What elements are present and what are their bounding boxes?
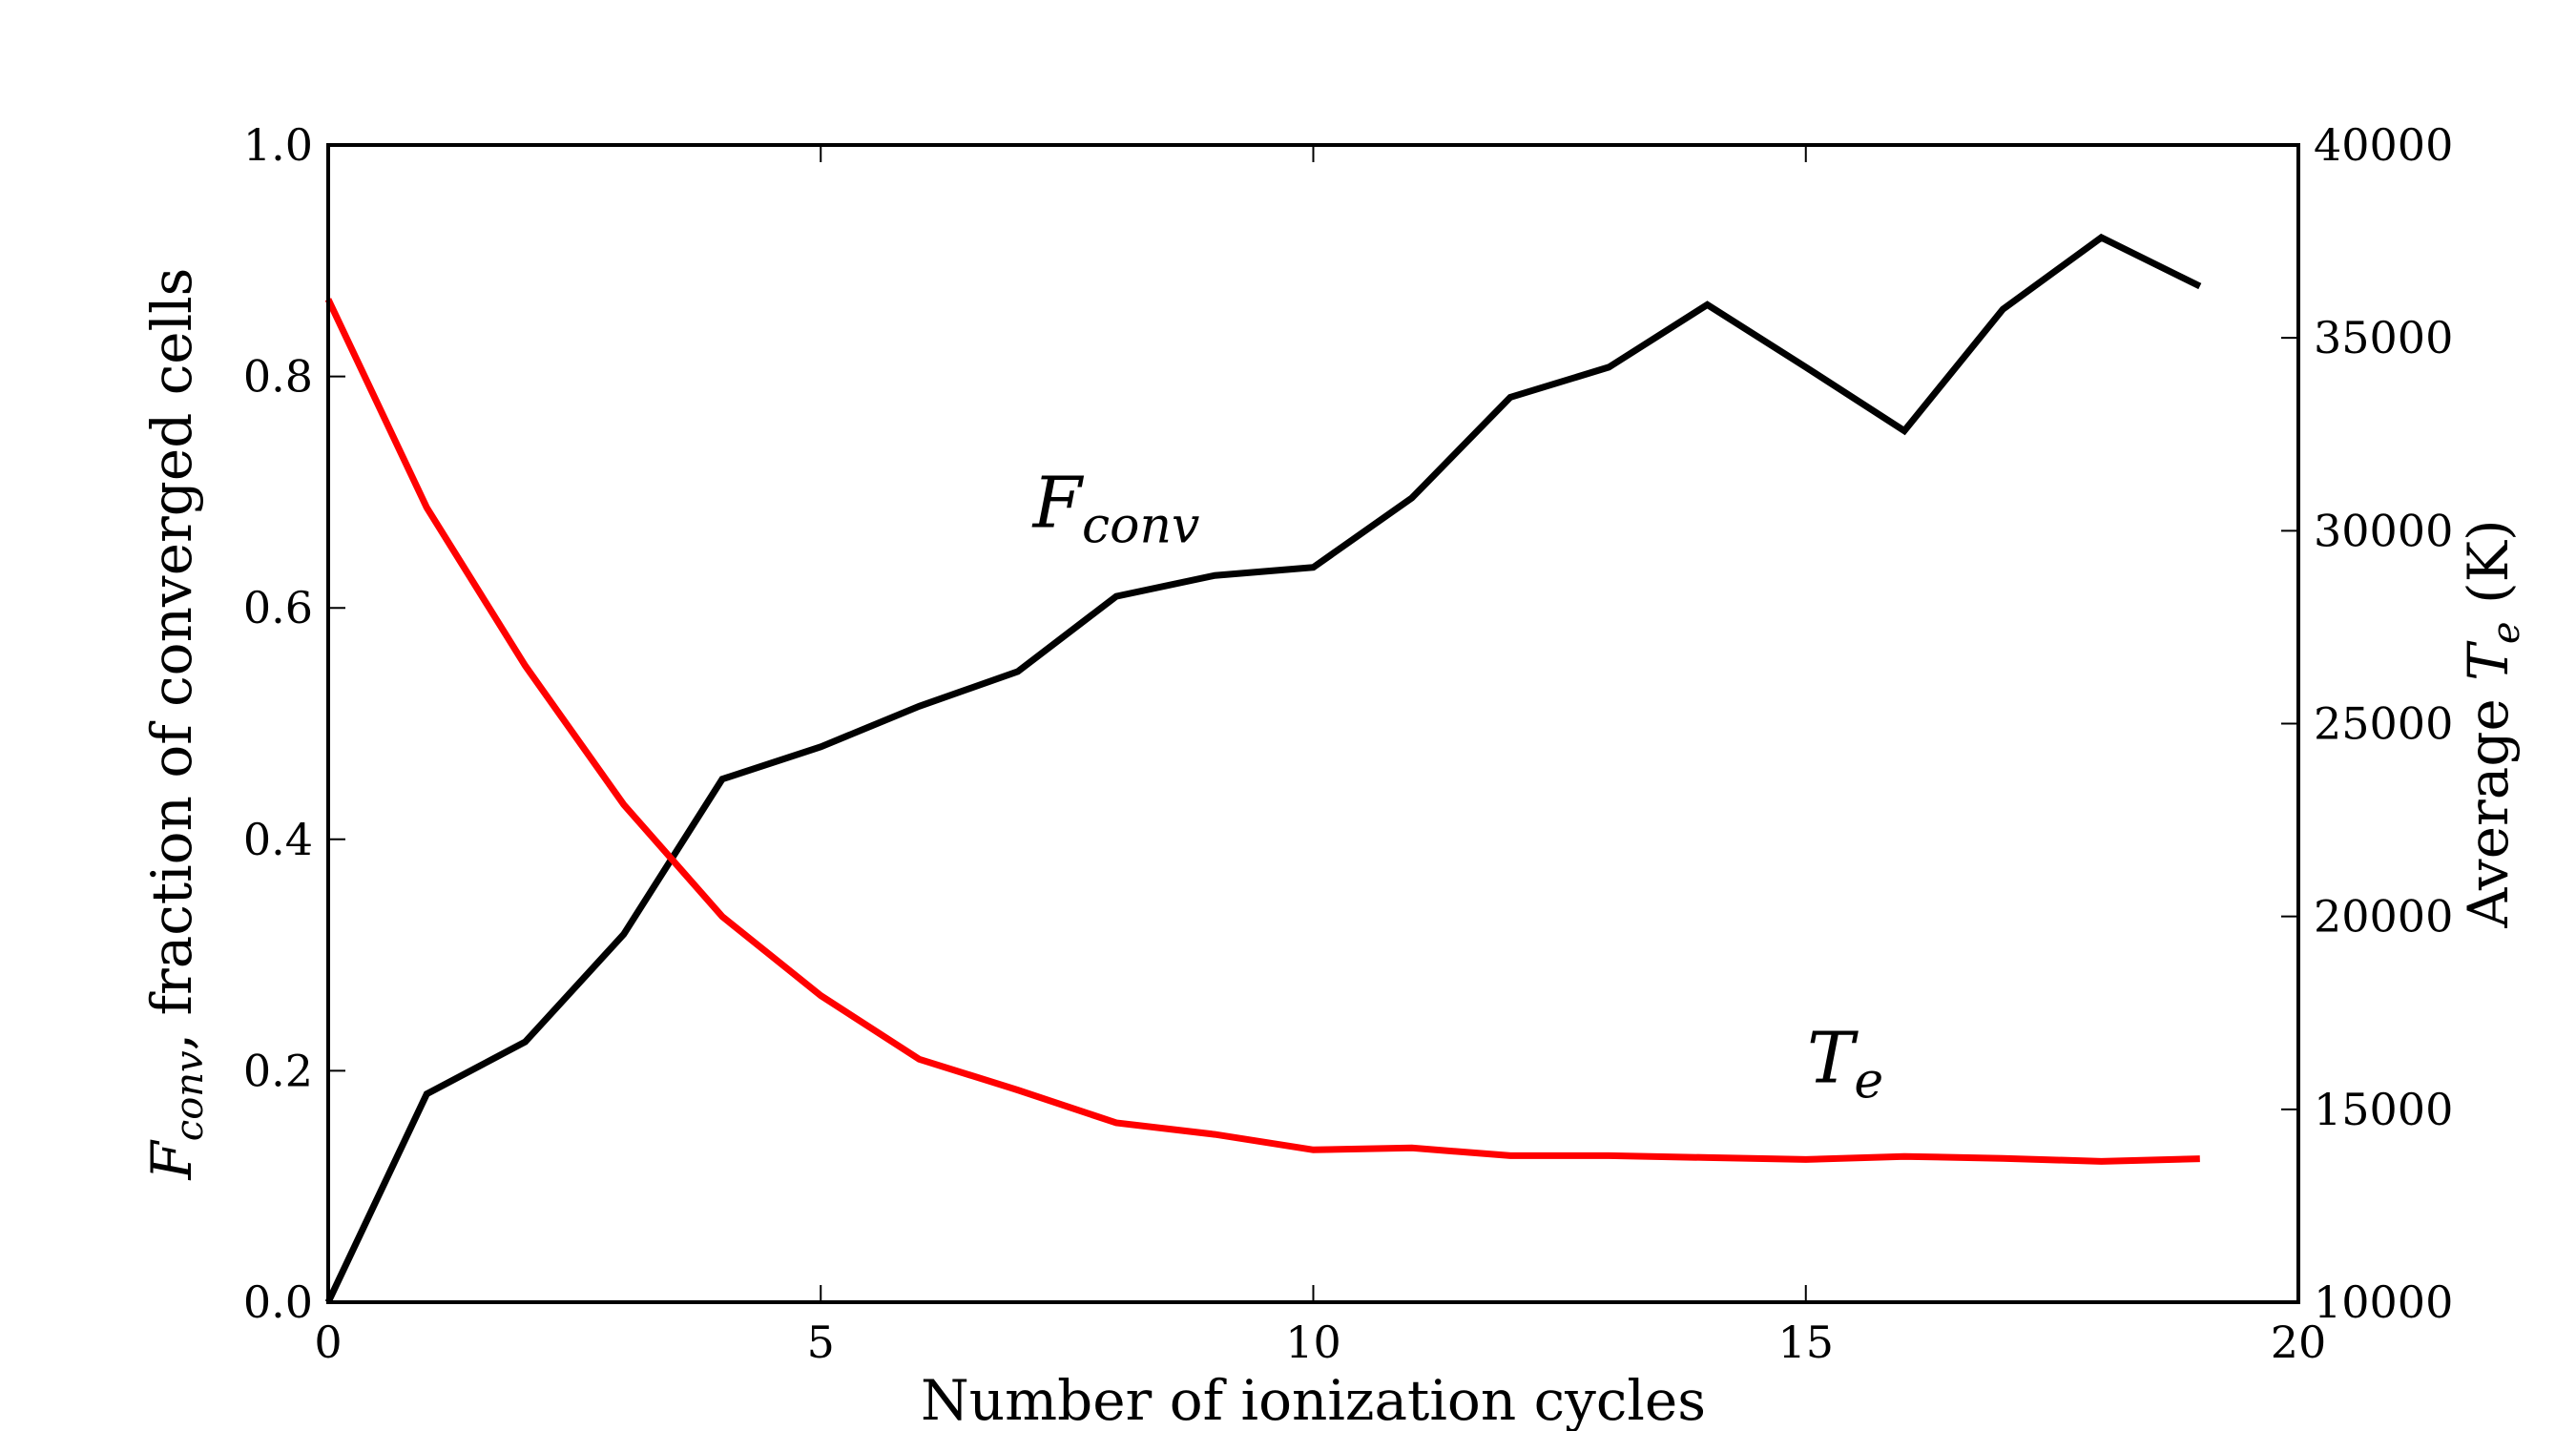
x-tick-label: 0 bbox=[314, 1317, 342, 1368]
y-tick-label-right: 35000 bbox=[2314, 312, 2453, 363]
y-tick-label-left: 0.2 bbox=[243, 1045, 313, 1096]
y-tick-label-right: 15000 bbox=[2314, 1084, 2453, 1135]
series-layer bbox=[324, 233, 2202, 1304]
series-annotation-t: Te bbox=[1807, 1018, 1883, 1110]
y-tick-label-right: 40000 bbox=[2314, 119, 2453, 171]
x-tick-label: 5 bbox=[807, 1317, 835, 1368]
labels-layer: Number of ionization cycles Fconv, fract… bbox=[139, 268, 2528, 1431]
series-annotation-f: Fconv bbox=[1031, 462, 1200, 554]
y-tick-label-right: 20000 bbox=[2314, 891, 2453, 943]
x-axis-label: Number of ionization cycles bbox=[921, 1368, 1706, 1431]
y-tick-label-left: 0.0 bbox=[243, 1276, 313, 1328]
series-line-f-conv bbox=[324, 233, 2202, 1304]
y-tick-label-left: 1.0 bbox=[243, 119, 313, 171]
plot-frame bbox=[326, 143, 2300, 1304]
y-axis-label-right: Average Te (K) bbox=[2456, 519, 2528, 928]
series-line-t-e bbox=[324, 298, 2200, 1165]
y-tick-label-right: 25000 bbox=[2314, 698, 2453, 750]
x-tick-label: 10 bbox=[1285, 1317, 1341, 1368]
ticks-layer: 0 5 10 15 20 0.0 0.2 0.4 0.6 0.8 1.0 10000 15000 2000… bbox=[243, 119, 2454, 1368]
annotation-layer: Fconv Te bbox=[1031, 462, 1883, 1110]
y-axis-label-left: Fconv, fraction of converged cells bbox=[139, 268, 212, 1181]
y-tick-label-right: 30000 bbox=[2314, 505, 2453, 556]
y-tick-label-left: 0.6 bbox=[243, 582, 313, 633]
y-tick-label-left: 0.4 bbox=[243, 814, 313, 865]
x-tick-label: 20 bbox=[2271, 1317, 2327, 1368]
x-tick-label: 15 bbox=[1777, 1317, 1834, 1368]
y-tick-label-left: 0.8 bbox=[243, 351, 313, 403]
y-tick-label-right: 10000 bbox=[2314, 1276, 2453, 1328]
